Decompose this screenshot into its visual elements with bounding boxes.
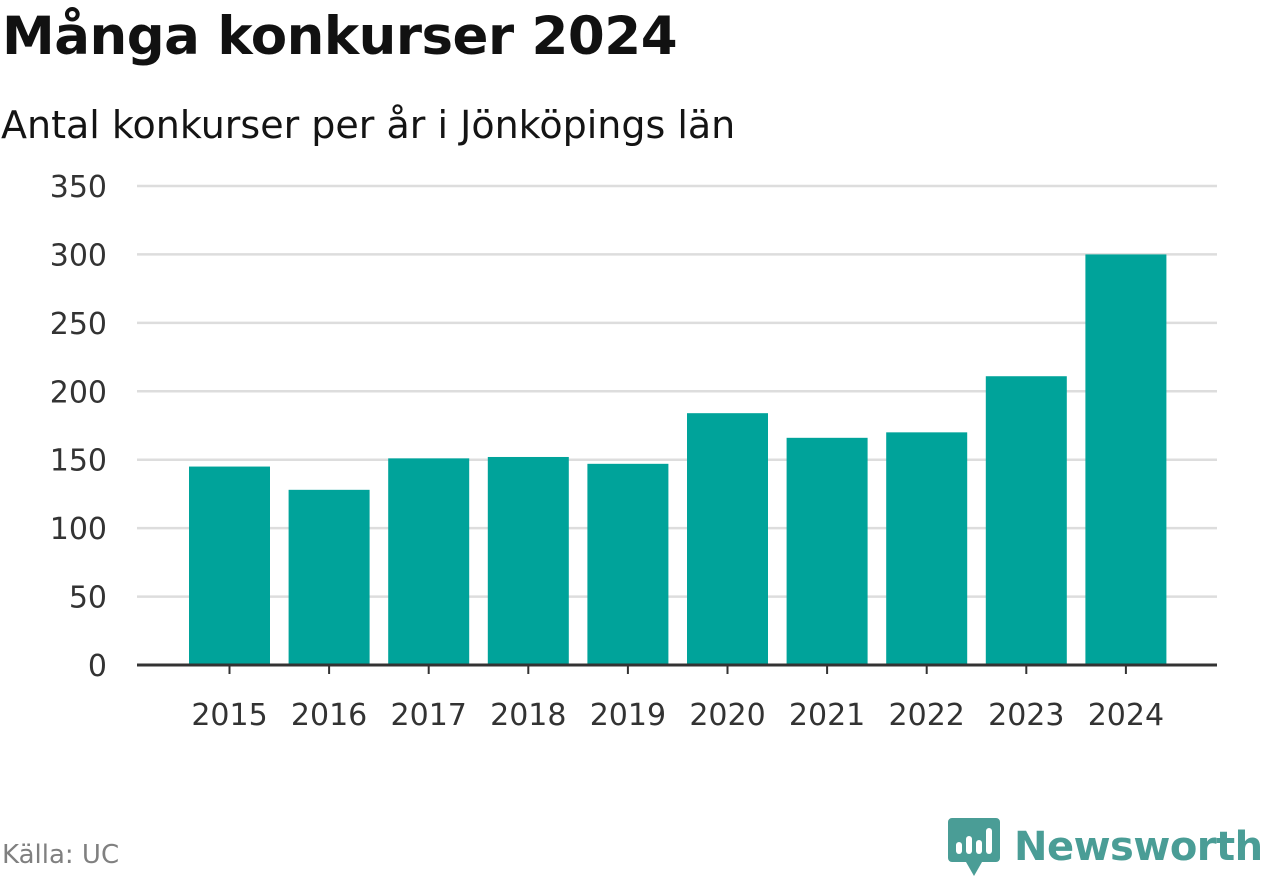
brand-logo[interactable]: Newsworthy bbox=[948, 818, 1262, 876]
y-tick-label: 150 bbox=[50, 444, 107, 479]
bar-2017[interactable] bbox=[388, 458, 470, 665]
y-axis-tick-labels: 0 50 100 150 200 250 300 350 bbox=[50, 170, 107, 684]
newsworthy-logo-icon bbox=[948, 818, 1000, 876]
x-tick-label: 2022 bbox=[889, 698, 965, 733]
y-tick-label: 50 bbox=[69, 581, 107, 616]
x-tick-label: 2023 bbox=[988, 698, 1064, 733]
x-tick-label: 2017 bbox=[391, 698, 467, 733]
bar-2018[interactable] bbox=[487, 456, 569, 665]
y-tick-label: 300 bbox=[50, 238, 107, 273]
y-tick-label: 200 bbox=[50, 375, 107, 410]
bar-2022[interactable] bbox=[886, 432, 968, 665]
x-tick-label: 2015 bbox=[191, 698, 267, 733]
x-tick-label: 2020 bbox=[689, 698, 765, 733]
x-tick-label: 2024 bbox=[1088, 698, 1164, 733]
chart-subtitle: Antal konkurser per år i Jönköpings län bbox=[1, 103, 736, 147]
bar-2021[interactable] bbox=[786, 437, 868, 665]
bar-2016[interactable] bbox=[288, 489, 370, 665]
x-tick-label: 2016 bbox=[291, 698, 367, 733]
y-tick-label: 250 bbox=[50, 307, 107, 342]
bar-2015[interactable] bbox=[189, 466, 270, 665]
bars bbox=[189, 254, 1167, 665]
x-tick-label: 2019 bbox=[590, 698, 666, 733]
y-tick-label: 0 bbox=[88, 649, 107, 684]
x-axis-tick-labels: 2015 2016 2017 2018 2019 2020 2021 2022 2023 2024 bbox=[191, 698, 1164, 733]
bar-2019[interactable] bbox=[587, 463, 669, 665]
source-note: Källa: UC bbox=[2, 840, 120, 870]
y-tick-label: 100 bbox=[50, 512, 107, 547]
bar-2024[interactable] bbox=[1085, 254, 1167, 665]
x-axis bbox=[137, 663, 1217, 674]
chart-title: Många konkurser 2024 bbox=[2, 6, 678, 67]
bar-2023[interactable] bbox=[985, 376, 1067, 665]
y-tick-label: 350 bbox=[50, 170, 107, 205]
bar-2020[interactable] bbox=[687, 413, 768, 665]
x-tick-label: 2018 bbox=[490, 698, 566, 733]
x-tick-label: 2021 bbox=[789, 698, 865, 733]
brand-name: Newsworthy bbox=[1014, 824, 1262, 870]
